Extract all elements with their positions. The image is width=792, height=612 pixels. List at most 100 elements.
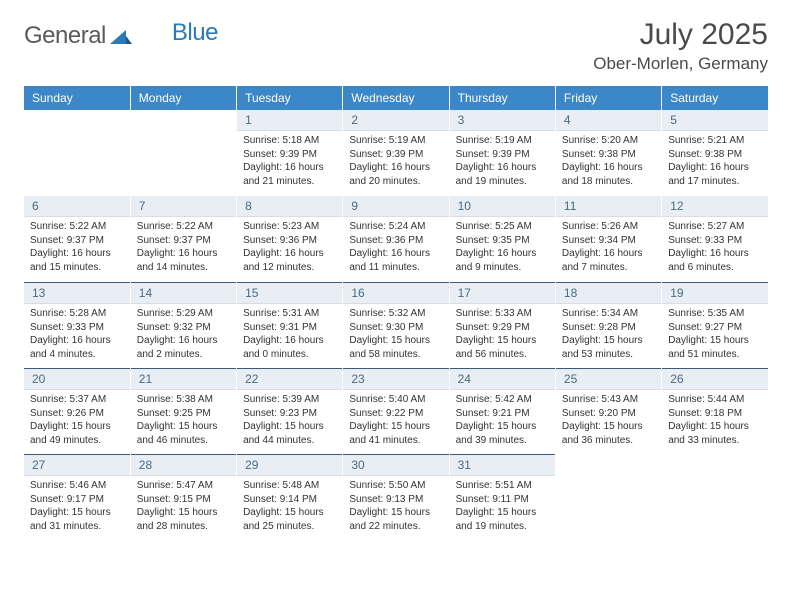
day-number: 18 [556,282,661,304]
calendar-row: 27Sunrise: 5:46 AMSunset: 9:17 PMDayligh… [24,454,768,540]
calendar-cell: 5Sunrise: 5:21 AMSunset: 9:38 PMDaylight… [662,110,768,196]
day-content: Sunrise: 5:47 AMSunset: 9:15 PMDaylight:… [131,476,236,537]
day-number: 9 [343,196,448,217]
calendar-row: 20Sunrise: 5:37 AMSunset: 9:26 PMDayligh… [24,368,768,454]
calendar-cell: 19Sunrise: 5:35 AMSunset: 9:27 PMDayligh… [662,282,768,368]
day-content: Sunrise: 5:34 AMSunset: 9:28 PMDaylight:… [556,304,661,365]
day-number: 23 [343,368,448,390]
calendar-cell: 3Sunrise: 5:19 AMSunset: 9:39 PMDaylight… [449,110,555,196]
calendar-cell: 20Sunrise: 5:37 AMSunset: 9:26 PMDayligh… [24,368,130,454]
weekday-header: Monday [130,86,236,110]
day-content: Sunrise: 5:27 AMSunset: 9:33 PMDaylight:… [662,217,768,278]
day-content: Sunrise: 5:26 AMSunset: 9:34 PMDaylight:… [556,217,661,278]
day-number: 30 [343,454,448,476]
calendar-cell [130,110,236,196]
day-content: Sunrise: 5:39 AMSunset: 9:23 PMDaylight:… [237,390,342,451]
month-title: July 2025 [593,18,768,52]
calendar-cell: 13Sunrise: 5:28 AMSunset: 9:33 PMDayligh… [24,282,130,368]
calendar-cell: 16Sunrise: 5:32 AMSunset: 9:30 PMDayligh… [343,282,449,368]
logo-triangle-icon [110,28,132,44]
logo-text-general: General [24,22,106,50]
day-number: 24 [450,368,555,390]
weekday-header: Friday [555,86,661,110]
weekday-header: Saturday [662,86,768,110]
day-content: Sunrise: 5:40 AMSunset: 9:22 PMDaylight:… [343,390,448,451]
day-content: Sunrise: 5:29 AMSunset: 9:32 PMDaylight:… [131,304,236,365]
calendar-cell: 21Sunrise: 5:38 AMSunset: 9:25 PMDayligh… [130,368,236,454]
day-number: 19 [662,282,768,304]
weekday-header: Sunday [24,86,130,110]
calendar-cell: 4Sunrise: 5:20 AMSunset: 9:38 PMDaylight… [555,110,661,196]
day-number: 27 [24,454,130,476]
calendar-cell: 2Sunrise: 5:19 AMSunset: 9:39 PMDaylight… [343,110,449,196]
day-content: Sunrise: 5:43 AMSunset: 9:20 PMDaylight:… [556,390,661,451]
day-number: 14 [131,282,236,304]
day-number: 5 [662,110,768,131]
weekday-header: Wednesday [343,86,449,110]
calendar-row: 13Sunrise: 5:28 AMSunset: 9:33 PMDayligh… [24,282,768,368]
calendar-cell: 7Sunrise: 5:22 AMSunset: 9:37 PMDaylight… [130,196,236,282]
day-content: Sunrise: 5:22 AMSunset: 9:37 PMDaylight:… [24,217,130,278]
calendar-cell: 18Sunrise: 5:34 AMSunset: 9:28 PMDayligh… [555,282,661,368]
day-number: 8 [237,196,342,217]
calendar-cell [662,454,768,540]
day-content: Sunrise: 5:28 AMSunset: 9:33 PMDaylight:… [24,304,130,365]
calendar-cell [24,110,130,196]
day-number: 28 [131,454,236,476]
day-number: 25 [556,368,661,390]
day-content: Sunrise: 5:50 AMSunset: 9:13 PMDaylight:… [343,476,448,537]
calendar-row: 6Sunrise: 5:22 AMSunset: 9:37 PMDaylight… [24,196,768,282]
day-content: Sunrise: 5:35 AMSunset: 9:27 PMDaylight:… [662,304,768,365]
calendar-cell: 26Sunrise: 5:44 AMSunset: 9:18 PMDayligh… [662,368,768,454]
day-number: 11 [556,196,661,217]
calendar-cell: 9Sunrise: 5:24 AMSunset: 9:36 PMDaylight… [343,196,449,282]
calendar-cell: 1Sunrise: 5:18 AMSunset: 9:39 PMDaylight… [237,110,343,196]
day-number: 3 [450,110,555,131]
day-content: Sunrise: 5:33 AMSunset: 9:29 PMDaylight:… [450,304,555,365]
day-content: Sunrise: 5:25 AMSunset: 9:35 PMDaylight:… [450,217,555,278]
day-content: Sunrise: 5:21 AMSunset: 9:38 PMDaylight:… [662,131,768,192]
calendar-row: 1Sunrise: 5:18 AMSunset: 9:39 PMDaylight… [24,110,768,196]
calendar-cell: 10Sunrise: 5:25 AMSunset: 9:35 PMDayligh… [449,196,555,282]
day-number: 7 [131,196,236,217]
day-number: 6 [24,196,130,217]
calendar-cell: 23Sunrise: 5:40 AMSunset: 9:22 PMDayligh… [343,368,449,454]
title-block: July 2025 Ober-Morlen, Germany [593,18,768,74]
day-number: 13 [24,282,130,304]
day-number: 31 [450,454,555,476]
day-number: 22 [237,368,342,390]
weekday-header: Tuesday [237,86,343,110]
day-number: 29 [237,454,342,476]
day-content: Sunrise: 5:31 AMSunset: 9:31 PMDaylight:… [237,304,342,365]
day-content: Sunrise: 5:22 AMSunset: 9:37 PMDaylight:… [131,217,236,278]
calendar-body: 1Sunrise: 5:18 AMSunset: 9:39 PMDaylight… [24,110,768,540]
day-content: Sunrise: 5:42 AMSunset: 9:21 PMDaylight:… [450,390,555,451]
calendar-cell: 15Sunrise: 5:31 AMSunset: 9:31 PMDayligh… [237,282,343,368]
day-number: 10 [450,196,555,217]
day-content: Sunrise: 5:46 AMSunset: 9:17 PMDaylight:… [24,476,130,537]
day-number: 1 [237,110,342,131]
calendar-cell: 27Sunrise: 5:46 AMSunset: 9:17 PMDayligh… [24,454,130,540]
day-content: Sunrise: 5:32 AMSunset: 9:30 PMDaylight:… [343,304,448,365]
day-number: 26 [662,368,768,390]
calendar-cell: 11Sunrise: 5:26 AMSunset: 9:34 PMDayligh… [555,196,661,282]
calendar-cell: 12Sunrise: 5:27 AMSunset: 9:33 PMDayligh… [662,196,768,282]
weekday-header-row: Sunday Monday Tuesday Wednesday Thursday… [24,86,768,110]
weekday-header: Thursday [449,86,555,110]
day-content: Sunrise: 5:19 AMSunset: 9:39 PMDaylight:… [450,131,555,192]
calendar-cell: 22Sunrise: 5:39 AMSunset: 9:23 PMDayligh… [237,368,343,454]
day-content: Sunrise: 5:18 AMSunset: 9:39 PMDaylight:… [237,131,342,192]
day-number: 21 [131,368,236,390]
day-content: Sunrise: 5:37 AMSunset: 9:26 PMDaylight:… [24,390,130,451]
calendar-cell: 29Sunrise: 5:48 AMSunset: 9:14 PMDayligh… [237,454,343,540]
calendar-cell: 25Sunrise: 5:43 AMSunset: 9:20 PMDayligh… [555,368,661,454]
day-content: Sunrise: 5:38 AMSunset: 9:25 PMDaylight:… [131,390,236,451]
calendar-cell: 28Sunrise: 5:47 AMSunset: 9:15 PMDayligh… [130,454,236,540]
day-number: 12 [662,196,768,217]
page-header: General Blue July 2025 Ober-Morlen, Germ… [24,18,768,74]
day-content: Sunrise: 5:23 AMSunset: 9:36 PMDaylight:… [237,217,342,278]
calendar-cell: 6Sunrise: 5:22 AMSunset: 9:37 PMDaylight… [24,196,130,282]
day-content: Sunrise: 5:19 AMSunset: 9:39 PMDaylight:… [343,131,448,192]
day-content: Sunrise: 5:24 AMSunset: 9:36 PMDaylight:… [343,217,448,278]
calendar-cell [555,454,661,540]
